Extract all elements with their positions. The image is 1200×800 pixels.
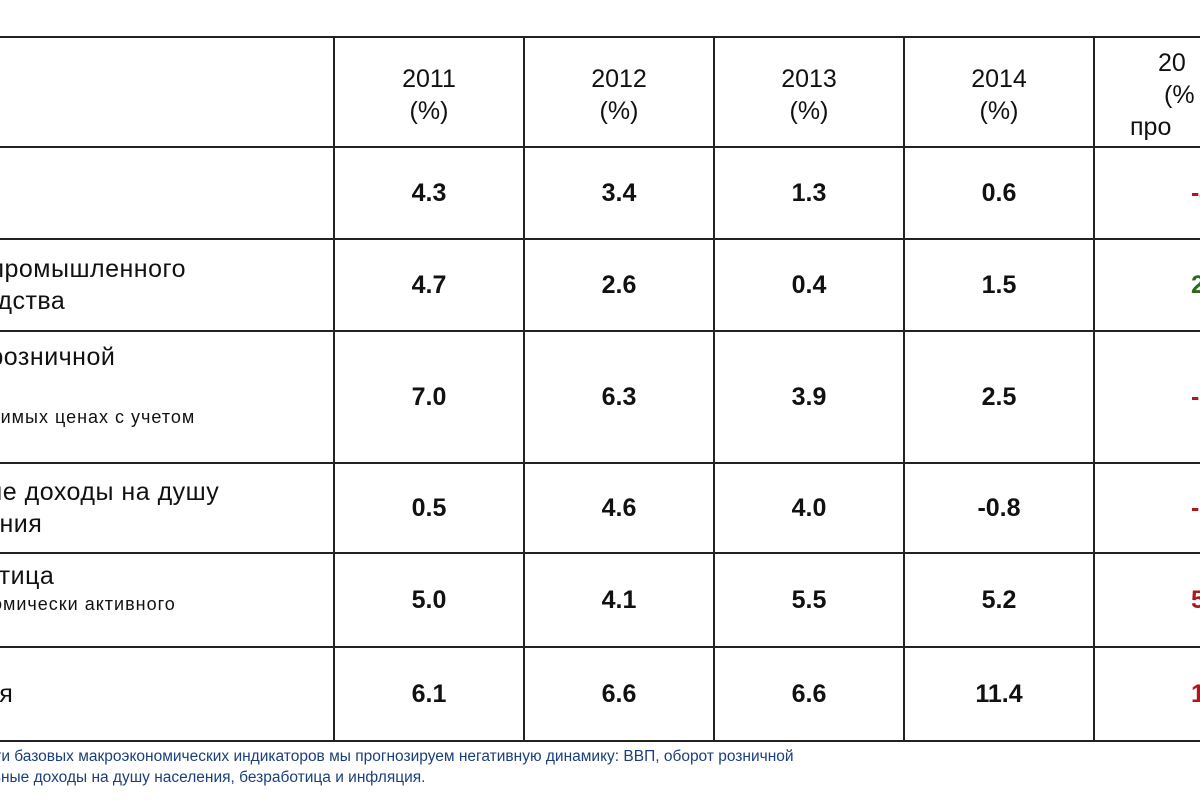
- value-cell: 2.5: [903, 330, 1095, 464]
- value-cell: 6.3: [523, 330, 715, 464]
- table-row: ция6.16.66.611.415: [0, 646, 1200, 742]
- year-label: 20: [1158, 49, 1186, 77]
- value-cell: 5.2: [903, 552, 1095, 648]
- footnote-line-2: реальные доходы на душу населения, безра…: [0, 769, 426, 786]
- indicator-label-cell: ботица ономически активного я): [0, 552, 335, 648]
- value-cell: 11.4: [903, 646, 1095, 742]
- indicator-label-cell: с промышленного водства: [0, 238, 335, 332]
- year-label: 2012: [591, 65, 647, 93]
- value-cell: 4.6: [523, 462, 715, 554]
- indicator-sublabel: тавимых ценах с учетом ии): [0, 407, 196, 427]
- macro-indicators-table: 2011 (%) 2012 (%) 2013 (%) 2014 (%) 20 (…: [0, 36, 1200, 742]
- indicator-label: ботица: [0, 562, 55, 590]
- indicators-table-wrap: 2011 (%) 2012 (%) 2013 (%) 2014 (%) 20 (…: [0, 36, 1200, 742]
- unit-label: (%: [1164, 81, 1195, 109]
- value-cell: 2: [1093, 238, 1200, 332]
- indicator-label-cell: [0, 146, 335, 240]
- unit-label: (%): [409, 97, 449, 125]
- table-row: 4.33.41.30.6-4: [0, 146, 1200, 240]
- value-cell: -0: [1093, 330, 1200, 464]
- table-row: ботица ономически активного я) 5.04.15.55.…: [0, 552, 1200, 648]
- indicator-label-cell: т розничной ли тавимых ценах с учетом ии): [0, 330, 335, 464]
- value-cell: 0.6: [903, 146, 1095, 240]
- indicator-label-cell: ция: [0, 646, 335, 742]
- indicator-label: ные доходы на душу ления: [0, 478, 220, 538]
- value-cell: 5: [1093, 552, 1200, 648]
- year-header-2013: 2013 (%): [713, 36, 905, 148]
- year-header-2012: 2012 (%): [523, 36, 715, 148]
- value-cell: 6.6: [713, 646, 905, 742]
- value-cell: -0.8: [903, 462, 1095, 554]
- value-cell: 6.1: [333, 646, 525, 742]
- unit-label: (%): [599, 97, 639, 125]
- year-label: 2011: [402, 65, 456, 93]
- indicator-label-cell: ные доходы на душу ления: [0, 462, 335, 554]
- year-label: 2013: [781, 65, 837, 93]
- indicator-sublabel: ономически активного я): [0, 594, 176, 614]
- value-cell: 0.5: [333, 462, 525, 554]
- value-cell: 0.4: [713, 238, 905, 332]
- indicator-label: с промышленного водства: [0, 255, 186, 315]
- forecast-label: про: [1130, 113, 1172, 141]
- value-cell: 4.1: [523, 552, 715, 648]
- header-label-cell: [0, 36, 335, 148]
- value-cell: -3: [1093, 462, 1200, 554]
- value-cell: 3.4: [523, 146, 715, 240]
- footnote: з шести базовых макроэкономических индик…: [0, 746, 1200, 788]
- value-cell: 15: [1093, 646, 1200, 742]
- indicator-label: ция: [0, 680, 14, 708]
- indicator-label: т розничной ли: [0, 343, 116, 371]
- table-header-row: 2011 (%) 2012 (%) 2013 (%) 2014 (%) 20 (…: [0, 36, 1200, 148]
- value-cell: 6.6: [523, 646, 715, 742]
- year-header-2014: 2014 (%): [903, 36, 1095, 148]
- value-cell: 5.5: [713, 552, 905, 648]
- table-row: т розничной ли тавимых ценах с учетом ии)…: [0, 330, 1200, 464]
- value-cell: 4.7: [333, 238, 525, 332]
- value-cell: -4: [1093, 146, 1200, 240]
- value-cell: 2.6: [523, 238, 715, 332]
- value-cell: 1.5: [903, 238, 1095, 332]
- table-row: с промышленного водства 4.72.60.41.52: [0, 238, 1200, 332]
- value-cell: 4.0: [713, 462, 905, 554]
- table-row: ные доходы на душу ления 0.54.64.0-0.8-3: [0, 462, 1200, 554]
- value-cell: 4.3: [333, 146, 525, 240]
- year-header-2011: 2011 (%): [333, 36, 525, 148]
- value-cell: 3.9: [713, 330, 905, 464]
- unit-label: (%): [789, 97, 829, 125]
- footnote-line-1: з шести базовых макроэкономических индик…: [0, 748, 794, 765]
- unit-label: (%): [979, 97, 1019, 125]
- year-header-2015: 20 (% про: [1093, 36, 1200, 148]
- value-cell: 7.0: [333, 330, 525, 464]
- year-label: 2014: [971, 65, 1027, 93]
- value-cell: 5.0: [333, 552, 525, 648]
- value-cell: 1.3: [713, 146, 905, 240]
